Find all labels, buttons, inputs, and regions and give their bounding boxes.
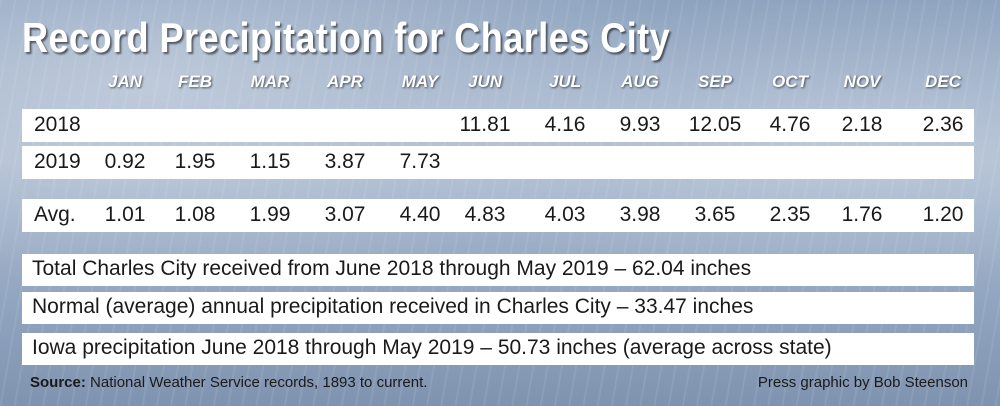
table-cell: 1.15 (249, 150, 291, 173)
table-cell: 12.05 (688, 113, 742, 136)
table-cell: 11.81 (459, 113, 511, 136)
month-header-dec: DEC (925, 72, 961, 91)
table-cell: 4.16 (544, 113, 586, 136)
table-cell: 2.36 (922, 113, 964, 136)
source-text: National Weather Service records, 1893 t… (90, 374, 428, 391)
table-cell: 0.92 (104, 150, 146, 173)
month-header-may: MAY (401, 72, 439, 91)
summary-note: Iowa precipitation June 2018 through May… (22, 333, 974, 365)
table-cell: 1.08 (174, 203, 216, 226)
table-cell: 3.98 (619, 203, 661, 226)
table-cell: 3.07 (324, 203, 366, 226)
row-label: Avg. (34, 203, 76, 226)
month-header-jun: JUN (467, 72, 502, 91)
table-cell: 9.93 (619, 113, 661, 136)
table-cell: 3.87 (324, 150, 366, 173)
table-cell: 4.40 (399, 203, 441, 226)
month-header-jul: JUL (548, 72, 582, 91)
summary-note: Total Charles City received from June 20… (22, 254, 974, 286)
table-cell: 1.95 (174, 150, 216, 173)
table-cell: 2.35 (769, 203, 811, 226)
table-row: Avg. 1.01 1.08 1.99 3.07 4.40 4.83 4.03 3.98 3.65… (22, 199, 974, 232)
month-header-row: JAN FEB MAR APR MAY JUN JUL AUG SEP OCT NOV DEC (0, 72, 1000, 98)
table-row: 2019 0.92 1.95 1.15 3.87 7.73 (22, 146, 974, 179)
table-cell: 1.20 (922, 203, 964, 226)
month-header-jan: JAN (107, 72, 142, 91)
chart-title: Record Precipitation for Charles City (22, 14, 671, 61)
table-cell: 2.18 (841, 113, 883, 136)
month-header-sep: SEP (697, 72, 733, 91)
table-cell: 1.76 (841, 203, 883, 226)
month-header-feb: FEB (178, 72, 212, 91)
table-cell: 3.65 (694, 203, 736, 226)
source-label: Source: (30, 374, 86, 391)
graphic-credit: Press graphic by Bob Steenson (757, 374, 968, 391)
table-cell: 4.76 (769, 113, 811, 136)
row-label: 2019 (34, 150, 81, 173)
month-header-apr: APR (327, 72, 363, 91)
table-cell: 4.83 (464, 203, 506, 226)
summary-note: Normal (average) annual precipitation re… (22, 292, 974, 324)
table-cell: 1.99 (249, 203, 291, 226)
month-header-oct: OCT (772, 72, 808, 91)
table-cell: 7.73 (399, 150, 441, 173)
month-header-nov: NOV (843, 72, 881, 91)
table-row: 2018 11.81 4.16 9.93 12.05 4.76 2.18 2.36 (22, 109, 974, 142)
table-cell: 4.03 (544, 203, 586, 226)
source-line: Source: National Weather Service records… (30, 374, 427, 391)
row-label: 2018 (34, 113, 81, 136)
month-header-mar: MAR (250, 72, 290, 91)
month-header-aug: AUG (621, 72, 659, 91)
table-cell: 1.01 (104, 203, 146, 226)
